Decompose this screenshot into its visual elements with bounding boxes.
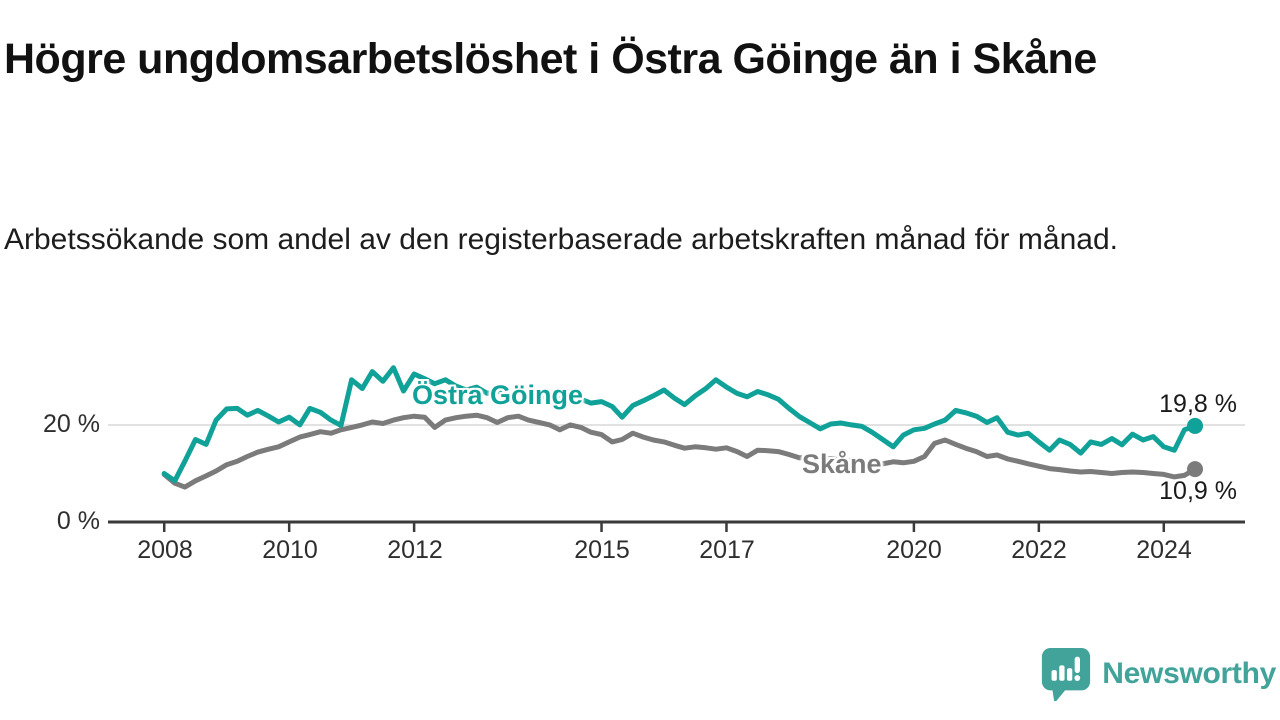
series-line-sk-ne — [161, 412, 1198, 490]
x-axis-tick-label-2012: 2012 — [387, 536, 443, 564]
newsworthy-logo-icon — [1042, 647, 1091, 701]
series-label-skane: Skåne — [802, 449, 882, 479]
x-axis-tick-label-2020: 2020 — [886, 536, 942, 564]
x-axis-tick-label-2017: 2017 — [699, 536, 755, 564]
series-end-dot-stra-g-inge — [1187, 417, 1204, 434]
series-end-dot-sk-ne — [1187, 461, 1204, 478]
brand-footer: Newsworthy — [1040, 646, 1276, 702]
y-axis-tick-label-20: 20 % — [43, 410, 100, 438]
end-value-label-ostra-goinge: 19,8 % — [1159, 390, 1237, 418]
x-axis-tick-label-2015: 2015 — [574, 536, 630, 564]
end-value-label-skane: 10,9 % — [1159, 477, 1237, 505]
x-axis-tick-label-2022: 2022 — [1011, 536, 1067, 564]
chart-subtitle: Arbetssökande som andel av den registerb… — [4, 223, 1118, 256]
chart-title: Högre ungdomsarbetslöshet i Östra Göinge… — [4, 35, 1097, 83]
series-line-stra-g-inge — [161, 365, 1198, 484]
brand-name: Newsworthy — [1102, 657, 1276, 690]
x-axis-tick-label-2008: 2008 — [137, 536, 193, 564]
x-axis-tick-label-2010: 2010 — [262, 536, 318, 564]
x-axis-tick-label-2024: 2024 — [1136, 536, 1192, 564]
series-label-ostra-goinge: Östra Göinge — [412, 380, 584, 410]
y-axis-tick-label-0: 0 % — [56, 507, 100, 535]
